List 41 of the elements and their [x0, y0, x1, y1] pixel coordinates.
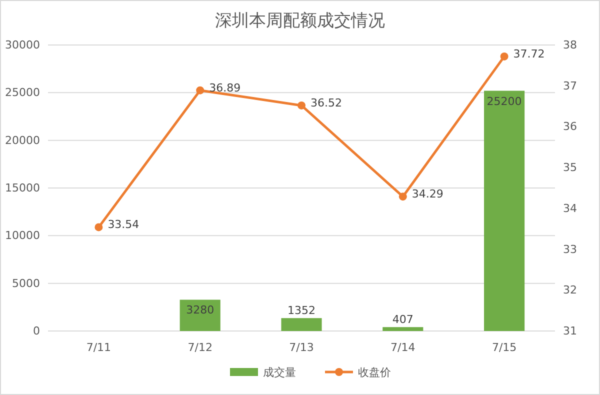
data-label: 25200 — [486, 94, 522, 108]
y2-tick-label: 32 — [563, 284, 577, 297]
y2-tick-label: 36 — [563, 120, 577, 134]
bar — [281, 318, 322, 331]
data-label: 36.89 — [209, 81, 241, 94]
y-tick-label: 20000 — [5, 134, 40, 147]
data-label: 34.29 — [412, 188, 444, 201]
y-tick-label: 30000 — [5, 38, 40, 52]
bar — [484, 90, 525, 331]
x-tick-label: 7/14 — [390, 340, 416, 354]
legend-label: 收盘价 — [358, 366, 391, 379]
data-label: 33.54 — [108, 218, 140, 232]
y-tick-label: 5000 — [12, 276, 40, 290]
data-label: 37.72 — [513, 47, 545, 60]
legend-label: 成交量 — [263, 366, 296, 379]
y-tick-label: 10000 — [5, 229, 40, 242]
chart-title: 深圳本周配额成交情况 — [215, 11, 385, 31]
bar — [382, 327, 424, 331]
y-tick-label: 0 — [33, 324, 40, 338]
point — [500, 52, 508, 60]
y2-tick-label: 34 — [563, 202, 577, 215]
data-label: 36.52 — [310, 96, 342, 110]
x-tick-label: 7/15 — [492, 340, 517, 354]
point — [196, 86, 204, 94]
y-tick-label: 25000 — [5, 86, 40, 100]
y2-tick-label: 38 — [563, 38, 577, 52]
x-tick-label: 7/13 — [289, 340, 314, 354]
point — [398, 192, 407, 201]
y2-tick-label: 33 — [563, 242, 577, 256]
point — [298, 101, 306, 110]
y2-tick-label: 35 — [563, 161, 577, 174]
x-tick-label: 7/11 — [86, 340, 112, 354]
y2-tick-label: 37 — [563, 79, 577, 92]
point — [94, 223, 103, 232]
data-label: 3280 — [186, 304, 214, 317]
x-tick-label: 7/12 — [188, 340, 212, 354]
bar — [180, 300, 220, 331]
data-label: 407 — [392, 313, 414, 326]
y2-tick-label: 31 — [563, 324, 577, 338]
y-tick-label: 15000 — [5, 182, 40, 195]
data-label: 1352 — [288, 304, 316, 318]
